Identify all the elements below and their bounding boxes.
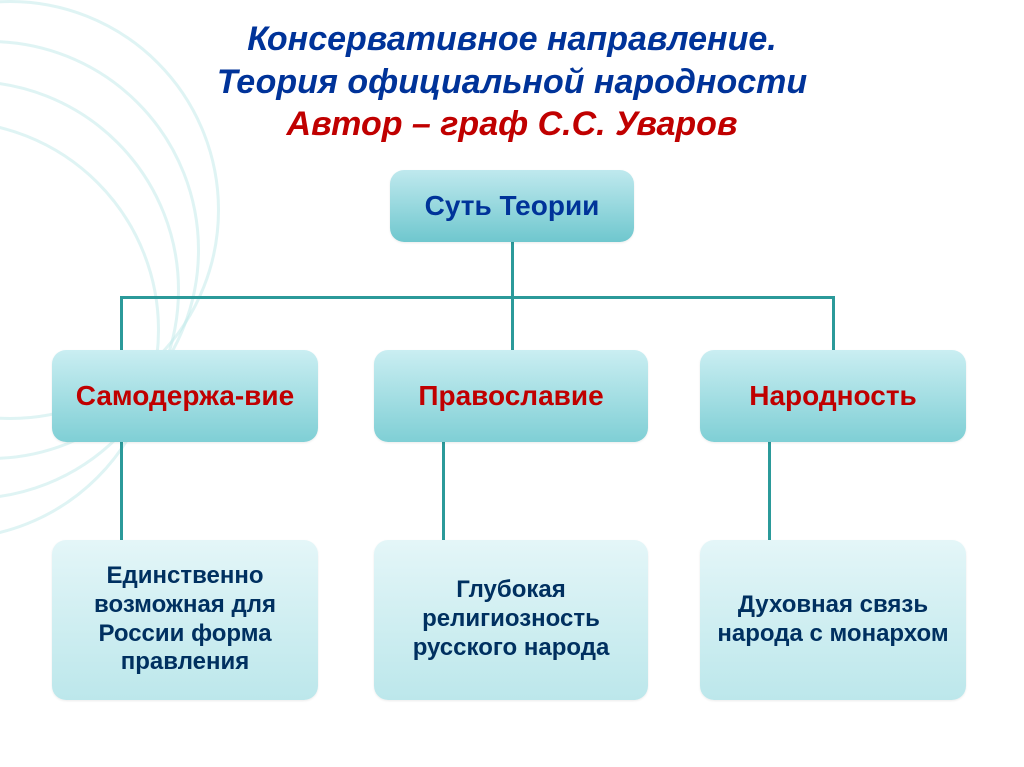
node-d1: Единственно возможная для России форма п… — [52, 540, 318, 700]
node-c1: Самодержа-вие — [52, 350, 318, 442]
connector — [120, 296, 832, 299]
node-label: Самодержа-вие — [76, 379, 294, 413]
node-d2: Глубокая религиозность русского народа — [374, 540, 648, 700]
node-label: Православие — [418, 379, 603, 413]
connector — [120, 296, 123, 350]
node-label: Глубокая религиозность русского народа — [388, 576, 634, 662]
title-line-3: Автор – граф С.С. Уваров — [0, 103, 1024, 146]
node-label: Народность — [749, 379, 917, 413]
node-label: Единственно возможная для России форма п… — [66, 562, 304, 677]
node-c3: Народность — [700, 350, 966, 442]
title-line-2: Теория официальной народности — [0, 61, 1024, 104]
connector — [768, 442, 771, 540]
node-label: Духовная связь народа с монархом — [714, 591, 952, 649]
connector — [832, 296, 835, 350]
node-root: Суть Теории — [390, 170, 634, 242]
connector — [120, 442, 123, 540]
connector — [442, 442, 445, 540]
connector — [511, 296, 514, 350]
node-c2: Православие — [374, 350, 648, 442]
connector — [511, 242, 514, 296]
node-d3: Духовная связь народа с монархом — [700, 540, 966, 700]
node-label: Суть Теории — [425, 189, 600, 223]
hierarchy-diagram: Суть Теории Самодержа-вие Православие Народ… — [0, 170, 1024, 750]
title-line-1: Консервативное направление. — [0, 18, 1024, 61]
slide-title: Консервативное направление. Теория офици… — [0, 0, 1024, 146]
